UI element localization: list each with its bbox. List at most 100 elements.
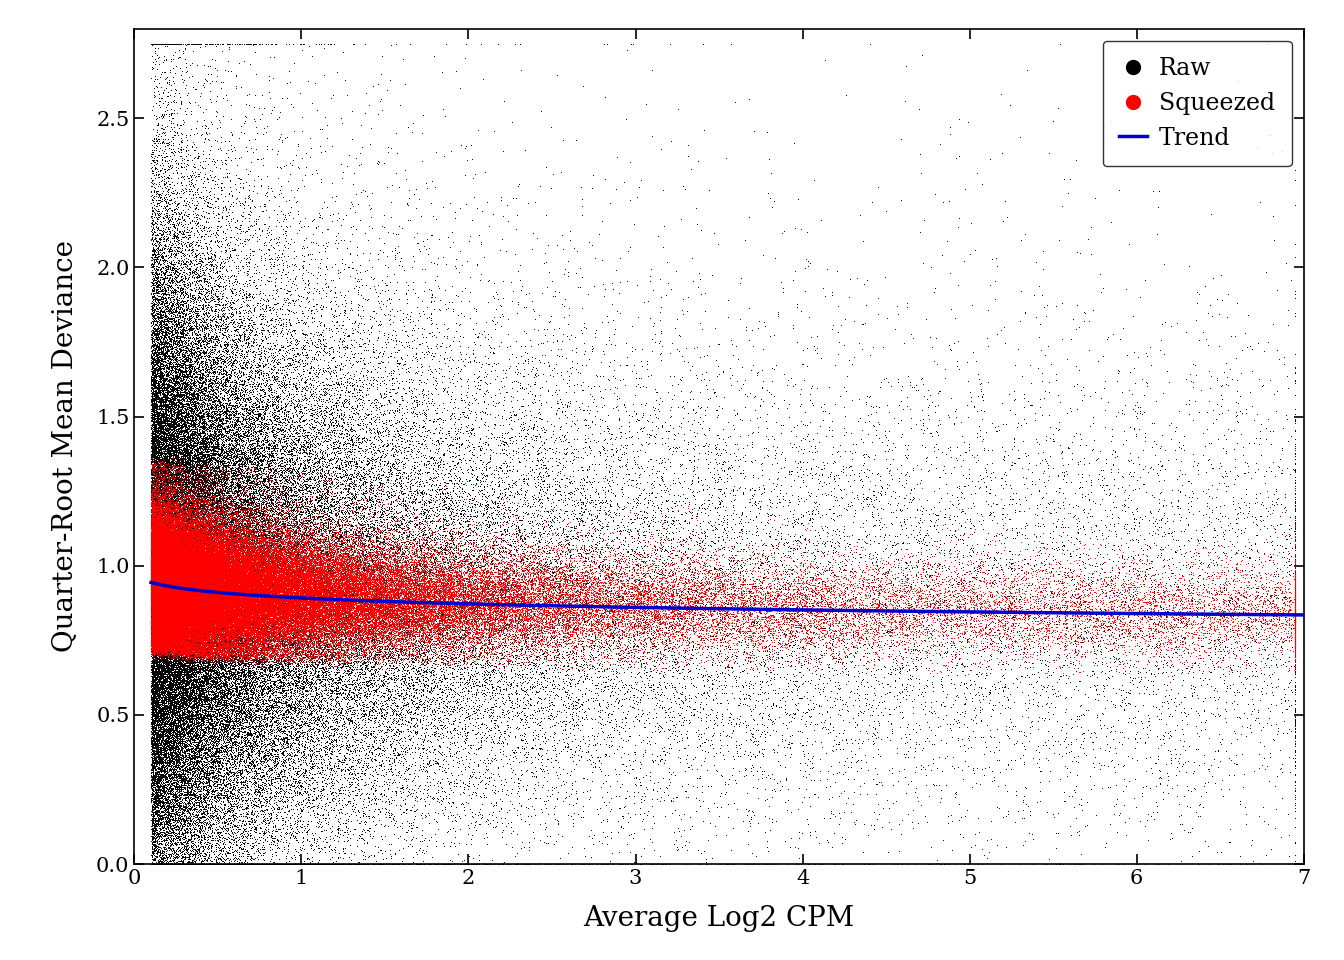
Point — [255, 617, 277, 633]
Point — [199, 420, 220, 436]
Point — [923, 353, 945, 369]
Point — [144, 612, 165, 628]
Point — [169, 281, 191, 297]
Point — [310, 567, 332, 583]
Point — [145, 633, 167, 648]
Point — [144, 573, 165, 588]
Point — [190, 375, 211, 391]
Point — [177, 534, 199, 549]
Point — [319, 538, 340, 553]
Point — [144, 373, 165, 389]
Point — [261, 591, 282, 607]
Point — [652, 600, 673, 615]
Point — [472, 558, 493, 573]
Point — [155, 710, 176, 726]
Point — [261, 636, 282, 652]
Point — [196, 856, 218, 872]
Point — [191, 571, 212, 587]
Point — [172, 607, 194, 622]
Point — [246, 403, 267, 419]
Point — [630, 636, 652, 651]
Point — [188, 614, 210, 630]
Point — [156, 577, 177, 592]
Point — [202, 678, 223, 693]
Point — [167, 563, 188, 578]
Point — [312, 819, 333, 834]
Point — [242, 492, 263, 508]
Point — [161, 572, 183, 588]
Point — [253, 587, 274, 602]
Point — [526, 587, 547, 602]
Point — [1226, 732, 1247, 747]
Point — [528, 591, 550, 607]
Point — [235, 288, 257, 303]
Point — [171, 566, 192, 582]
Point — [151, 856, 172, 872]
Point — [277, 751, 298, 766]
Point — [353, 572, 375, 588]
Point — [181, 571, 203, 587]
Point — [144, 601, 165, 616]
Point — [195, 768, 216, 783]
Point — [177, 644, 199, 660]
Point — [144, 682, 165, 697]
Point — [183, 588, 204, 603]
Point — [263, 489, 285, 504]
Point — [597, 671, 618, 686]
Point — [249, 572, 270, 588]
Point — [218, 440, 239, 455]
Point — [146, 563, 168, 578]
Point — [509, 616, 531, 632]
Point — [171, 531, 192, 546]
Point — [155, 580, 176, 595]
Point — [613, 732, 634, 747]
Point — [168, 655, 190, 670]
Point — [145, 645, 167, 660]
Point — [270, 636, 292, 651]
Point — [168, 597, 190, 612]
Point — [157, 651, 179, 666]
Point — [160, 598, 181, 613]
Point — [149, 573, 171, 588]
Point — [175, 683, 196, 698]
Point — [188, 590, 210, 606]
Point — [406, 486, 427, 501]
Point — [310, 694, 332, 709]
Point — [223, 628, 245, 643]
Point — [261, 697, 282, 712]
Point — [159, 534, 180, 549]
Point — [276, 715, 297, 731]
Point — [312, 509, 333, 524]
Point — [255, 578, 277, 593]
Point — [151, 580, 172, 595]
Point — [801, 625, 823, 640]
Point — [487, 600, 508, 615]
Point — [198, 636, 219, 652]
Point — [304, 600, 325, 615]
Point — [763, 598, 785, 613]
Point — [222, 856, 243, 872]
Point — [167, 530, 188, 545]
Point — [241, 637, 262, 653]
Point — [590, 602, 612, 617]
Point — [168, 601, 190, 616]
Point — [375, 549, 396, 564]
Point — [171, 683, 192, 698]
Point — [218, 580, 239, 595]
Point — [179, 602, 200, 617]
Point — [292, 539, 313, 554]
Point — [206, 624, 227, 639]
Point — [203, 578, 224, 593]
Point — [164, 516, 185, 532]
Point — [320, 803, 341, 818]
Point — [442, 495, 464, 511]
Point — [145, 488, 167, 503]
Point — [155, 612, 176, 628]
Point — [1144, 621, 1165, 636]
Point — [141, 464, 163, 479]
Point — [172, 579, 194, 594]
Point — [179, 736, 200, 752]
Point — [251, 568, 273, 584]
Point — [214, 781, 235, 797]
Point — [145, 559, 167, 574]
